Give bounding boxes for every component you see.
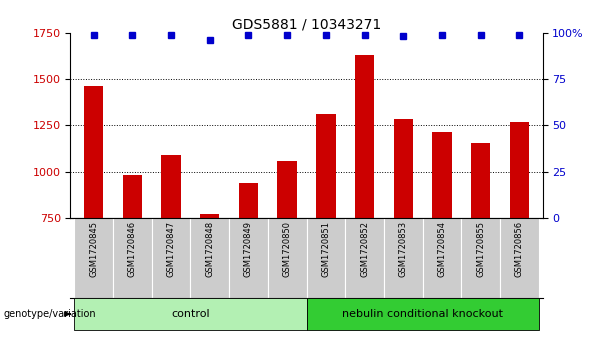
Text: GSM1720850: GSM1720850 xyxy=(283,221,292,277)
Text: GSM1720855: GSM1720855 xyxy=(476,221,485,277)
Bar xyxy=(268,218,306,298)
Bar xyxy=(394,119,413,218)
Bar xyxy=(461,218,500,298)
Bar xyxy=(200,214,219,218)
Bar xyxy=(471,143,490,218)
Text: GSM1720845: GSM1720845 xyxy=(89,221,98,277)
Bar xyxy=(74,298,306,330)
Title: GDS5881 / 10343271: GDS5881 / 10343271 xyxy=(232,17,381,32)
Text: GSM1720851: GSM1720851 xyxy=(321,221,330,277)
Text: GSM1720853: GSM1720853 xyxy=(398,221,408,277)
Bar xyxy=(239,183,258,218)
Bar xyxy=(152,218,191,298)
Bar xyxy=(500,218,539,298)
Text: GSM1720852: GSM1720852 xyxy=(360,221,369,277)
Bar xyxy=(345,218,384,298)
Text: control: control xyxy=(171,309,210,319)
Bar xyxy=(278,161,297,218)
Bar xyxy=(161,155,181,218)
Bar xyxy=(84,86,104,218)
Text: GSM1720848: GSM1720848 xyxy=(205,221,215,277)
Bar xyxy=(229,218,268,298)
Bar xyxy=(355,55,374,218)
Text: GSM1720846: GSM1720846 xyxy=(128,221,137,277)
Text: nebulin conditional knockout: nebulin conditional knockout xyxy=(342,309,503,319)
Bar xyxy=(316,114,335,218)
Bar xyxy=(306,298,539,330)
Bar xyxy=(384,218,422,298)
Bar xyxy=(306,218,345,298)
Text: GSM1720847: GSM1720847 xyxy=(167,221,175,277)
Bar xyxy=(74,218,113,298)
Text: GSM1720849: GSM1720849 xyxy=(244,221,253,277)
Bar xyxy=(509,122,529,218)
Bar xyxy=(191,218,229,298)
Bar xyxy=(422,218,461,298)
Bar xyxy=(113,218,152,298)
Text: genotype/variation: genotype/variation xyxy=(3,309,96,319)
Bar xyxy=(123,175,142,218)
Text: GSM1720854: GSM1720854 xyxy=(438,221,446,277)
Text: GSM1720856: GSM1720856 xyxy=(515,221,524,277)
Bar xyxy=(432,132,452,218)
